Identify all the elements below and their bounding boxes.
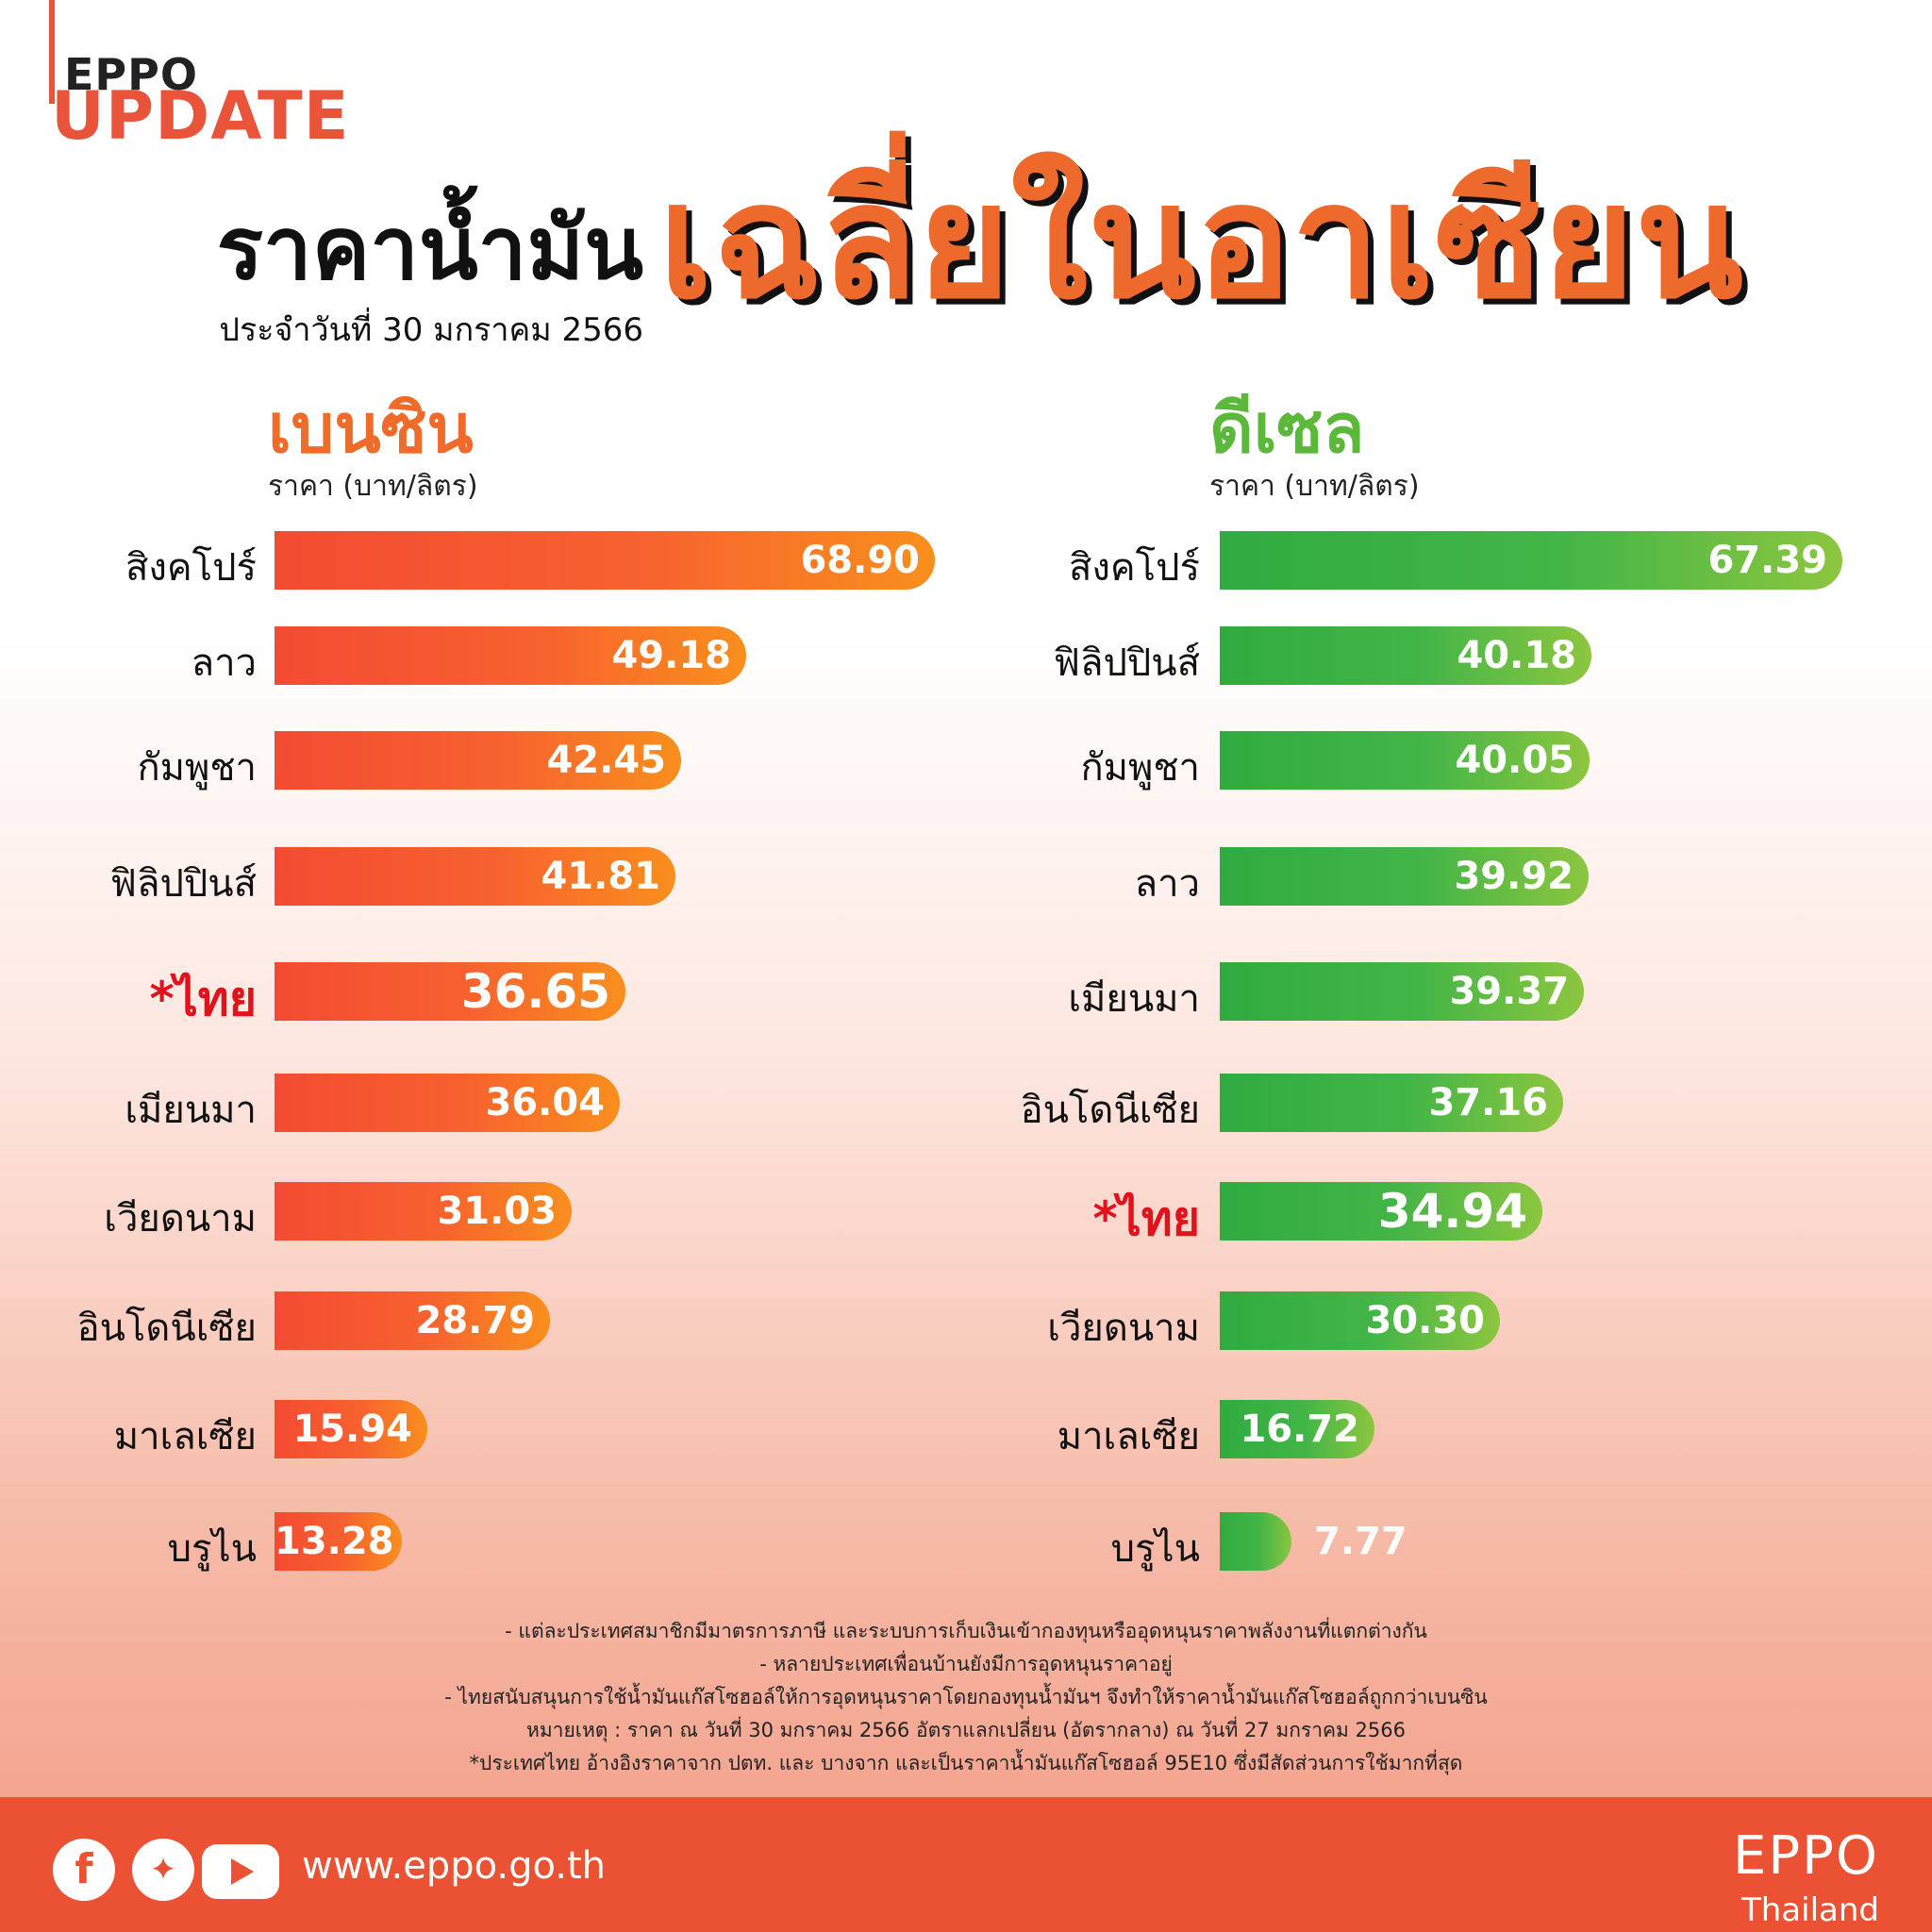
benzin-country-label: *ไทย	[149, 972, 257, 1026]
facebook-icon[interactable]: f	[53, 1839, 115, 1901]
note-line: หมายเหตุ : ราคา ณ วันที่ 30 มกราคม 2566 …	[525, 1719, 1406, 1741]
diesel-unit-label: ราคา (บาท/ลิตร)	[1209, 470, 1420, 503]
benzin-value-label: 36.04	[485, 1081, 605, 1124]
eppo-logo: EPPO	[1733, 1825, 1879, 1887]
page-date: ประจำวันที่ 30 มกราคม 2566	[219, 311, 643, 349]
benzin-country-label: ลาว	[191, 641, 257, 685]
diesel-bar	[1220, 1074, 1563, 1132]
benzin-bar	[275, 1291, 550, 1350]
benzin-bar	[275, 731, 681, 790]
page-title-highlight: เฉลี่ยในอาเซียน	[658, 149, 1744, 334]
benzin-country-label: กัมพูชา	[137, 746, 257, 790]
diesel-country-label: อินโดนีเซีย	[1020, 1089, 1200, 1132]
diesel-bar	[1220, 962, 1584, 1021]
benzin-country-label: เวียดนาม	[104, 1197, 257, 1241]
diesel-bar	[1220, 1182, 1542, 1241]
benzin-country-label: บรูไน	[167, 1527, 257, 1571]
page-title: ราคาน้ำมัน	[216, 198, 643, 299]
diesel-bar	[1220, 626, 1591, 685]
benzin-bar	[275, 626, 746, 685]
benzin-country-label: อินโดนีเซีย	[76, 1307, 257, 1350]
diesel-value-label: 40.18	[1457, 634, 1576, 677]
benzin-bar	[275, 1512, 402, 1571]
note-line: *ประเทศไทย อ้างอิงราคาจาก ปตท. และ บางจา…	[469, 1752, 1463, 1774]
benzin-value-label: 42.45	[546, 739, 666, 782]
diesel-country-label: เวียดนาม	[1047, 1307, 1200, 1350]
diesel-bar	[1220, 1291, 1500, 1350]
diesel-value-label: 39.92	[1454, 855, 1574, 898]
footer-bar: f ✦ www.eppo.go.th EPPO Thailand	[0, 1797, 1932, 1932]
benzin-value-label: 31.03	[437, 1190, 557, 1233]
diesel-value-label: 67.39	[1707, 539, 1827, 582]
benzin-country-label: สิงคโปร์	[125, 546, 257, 590]
diesel-bar	[1220, 847, 1589, 906]
benzin-bar	[275, 1074, 620, 1132]
youtube-icon[interactable]	[202, 1844, 279, 1899]
brand-accent-line	[49, 0, 55, 104]
brand-eppo: EPPO	[64, 49, 198, 100]
diesel-country-label: ฟิลิปปินส์	[1053, 641, 1200, 685]
benzin-unit-label: ราคา (บาท/ลิตร)	[268, 470, 478, 503]
diesel-value-label: 7.77	[1314, 1520, 1407, 1563]
benzin-chart-title: เบนซิน	[268, 389, 474, 468]
diesel-country-label: เมียนมา	[1068, 977, 1200, 1021]
diesel-country-label: กัมพูชา	[1080, 746, 1200, 790]
diesel-bar	[1220, 531, 1842, 590]
benzin-value-label: 15.94	[292, 1407, 412, 1451]
benzin-value-label: 36.65	[460, 964, 610, 1019]
diesel-country-label: สิงคโปร์	[1068, 546, 1200, 590]
diesel-value-label: 34.94	[1377, 1184, 1527, 1239]
benzin-bar	[275, 1400, 427, 1458]
twitter-icon[interactable]: ✦	[132, 1839, 194, 1901]
benzin-country-label: ฟิลิปปินส์	[109, 862, 257, 906]
diesel-country-label: *ไทย	[1092, 1191, 1200, 1246]
benzin-country-label: มาเลเซีย	[113, 1415, 257, 1458]
diesel-value-label: 40.05	[1455, 739, 1574, 782]
benzin-value-label: 41.81	[541, 855, 660, 898]
diesel-country-label: ลาว	[1134, 862, 1200, 906]
eppo-logo-subtitle: Thailand	[1740, 1891, 1879, 1929]
diesel-bar	[1220, 1512, 1291, 1571]
note-line: - หลายประเทศเพื่อนบ้านยังมีการอุดหนุนราค…	[759, 1653, 1173, 1675]
benzin-bar	[275, 847, 675, 906]
benzin-value-label: 49.18	[611, 634, 731, 677]
note-line: - ไทยสนับสนุนการใช้น้ำมันแก๊สโซฮอล์ให้กา…	[444, 1686, 1488, 1708]
website-link[interactable]: www.eppo.go.th	[302, 1844, 606, 1888]
diesel-value-label: 39.37	[1449, 970, 1569, 1013]
diesel-bar	[1220, 731, 1590, 790]
diesel-value-label: 37.16	[1428, 1081, 1548, 1124]
diesel-value-label: 16.72	[1240, 1407, 1359, 1451]
benzin-bar	[275, 962, 625, 1021]
diesel-chart-title: ดีเซล	[1209, 389, 1365, 468]
benzin-value-label: 13.28	[275, 1520, 394, 1563]
benzin-value-label: 28.79	[415, 1299, 535, 1342]
benzin-bar	[275, 1182, 572, 1241]
brand-update: UPDATE	[51, 77, 350, 155]
diesel-country-label: มาเลเซีย	[1057, 1415, 1200, 1458]
benzin-country-label: เมียนมา	[125, 1089, 257, 1132]
benzin-value-label: 68.90	[800, 539, 920, 582]
diesel-country-label: บรูไน	[1110, 1527, 1200, 1571]
footnotes: - แต่ละประเทศสมาชิกมีมาตรการภาษี และระบบ…	[0, 1615, 1932, 1780]
diesel-bar	[1220, 1400, 1374, 1458]
note-line: - แต่ละประเทศสมาชิกมีมาตรการภาษี และระบบ…	[505, 1620, 1427, 1642]
benzin-bar	[275, 531, 935, 590]
diesel-value-label: 30.30	[1365, 1299, 1485, 1342]
